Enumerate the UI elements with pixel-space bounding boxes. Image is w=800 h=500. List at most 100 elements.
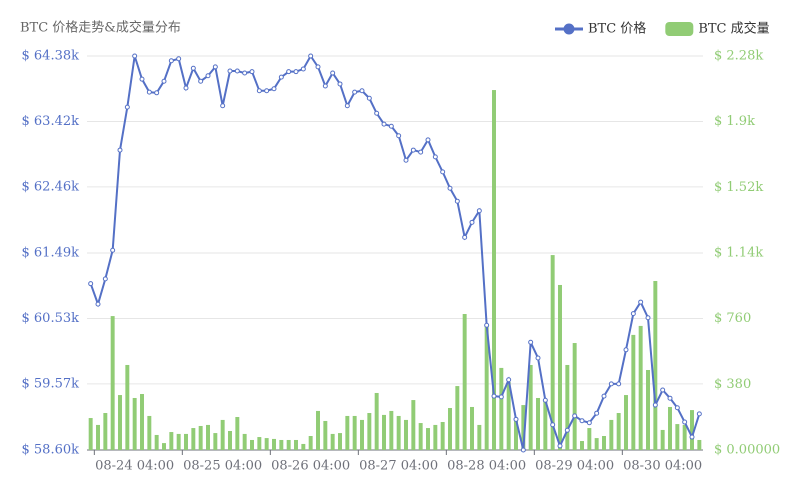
bar xyxy=(88,418,93,450)
price-point xyxy=(293,69,299,75)
price-point xyxy=(601,393,607,399)
price-point xyxy=(403,157,409,163)
bar xyxy=(697,439,702,450)
price-point xyxy=(572,413,578,419)
price-point xyxy=(476,208,482,214)
price-point xyxy=(161,78,167,84)
bar xyxy=(675,424,680,450)
bar xyxy=(565,364,570,450)
bar xyxy=(294,439,298,450)
bar xyxy=(668,406,672,450)
price-point xyxy=(183,85,189,91)
price-point xyxy=(447,185,453,191)
bar xyxy=(631,334,636,450)
price-point xyxy=(176,56,182,62)
price-point xyxy=(425,137,431,143)
price-point xyxy=(205,73,211,79)
bar xyxy=(147,415,152,450)
y-tick-label: $ 64.38k xyxy=(22,49,80,64)
legend: BTC 价格 BTC 成交量 xyxy=(555,21,770,37)
x-tick-label: 08-24 04:00 xyxy=(95,459,174,474)
bar xyxy=(198,425,203,450)
bar xyxy=(132,397,137,450)
bar xyxy=(286,439,291,450)
bar xyxy=(162,443,166,450)
chart-title: BTC 价格走势&成交量分布 xyxy=(20,20,181,36)
price-point xyxy=(146,89,152,95)
price-point xyxy=(520,447,526,453)
price-point xyxy=(682,419,688,425)
price-point xyxy=(630,311,636,317)
bar xyxy=(646,369,650,450)
bar xyxy=(140,394,144,450)
bar xyxy=(653,280,658,450)
bar xyxy=(345,415,350,450)
price-line xyxy=(89,54,701,451)
price-point xyxy=(432,154,438,160)
price-point xyxy=(220,103,226,109)
bar xyxy=(477,424,482,450)
bar xyxy=(110,316,115,450)
price-point xyxy=(586,420,592,426)
bar xyxy=(514,419,518,450)
price-point xyxy=(315,64,321,70)
price-point xyxy=(440,169,446,175)
bar xyxy=(682,424,687,450)
bar xyxy=(499,367,504,450)
bar xyxy=(440,422,445,450)
price-point xyxy=(535,355,541,361)
price-point xyxy=(696,411,702,417)
price-point xyxy=(102,276,108,282)
y-tick-label: $ 63.42k xyxy=(22,114,80,129)
bar xyxy=(543,400,548,450)
price-point xyxy=(513,416,519,422)
price-point xyxy=(594,410,600,416)
y-tick-label: $ 58.60k xyxy=(22,443,80,458)
bar xyxy=(616,413,621,450)
bar xyxy=(418,423,423,450)
bar xyxy=(484,325,489,450)
price-point xyxy=(124,104,130,110)
bar xyxy=(550,255,555,450)
bar xyxy=(660,429,665,450)
bar xyxy=(272,438,276,450)
bar xyxy=(96,424,100,450)
price-point xyxy=(337,81,343,87)
bar xyxy=(536,397,540,450)
y-tick-label: $ 61.49k xyxy=(22,246,80,261)
price-point xyxy=(645,315,651,321)
bar xyxy=(389,410,394,450)
bar xyxy=(125,364,130,450)
price-point xyxy=(542,397,548,403)
price-point xyxy=(330,70,336,76)
y-tick-label: $ 59.57k xyxy=(22,376,80,391)
bar xyxy=(411,400,416,450)
price-point xyxy=(660,387,666,393)
x-tick-label: 08-27 04:00 xyxy=(359,459,438,474)
x-tick-label: 08-26 04:00 xyxy=(271,459,350,474)
bar xyxy=(426,428,430,450)
bar xyxy=(396,415,401,450)
bar xyxy=(118,395,122,450)
bar xyxy=(528,364,533,450)
price-point xyxy=(212,64,218,70)
bar xyxy=(638,325,643,450)
price-point xyxy=(388,123,394,129)
bar xyxy=(382,414,386,450)
bar xyxy=(220,419,225,450)
price-point xyxy=(264,88,270,94)
price-point xyxy=(344,103,350,109)
bar xyxy=(103,413,108,450)
price-point xyxy=(652,402,658,408)
bar xyxy=(264,438,269,450)
price-point xyxy=(308,53,314,59)
bar xyxy=(602,436,606,450)
bar xyxy=(448,408,452,450)
bar xyxy=(624,395,628,450)
price-point xyxy=(564,427,570,433)
price-point xyxy=(359,88,365,94)
legend-marker xyxy=(563,23,575,35)
bar xyxy=(506,381,511,450)
bar xyxy=(433,424,438,450)
bar xyxy=(558,284,562,450)
